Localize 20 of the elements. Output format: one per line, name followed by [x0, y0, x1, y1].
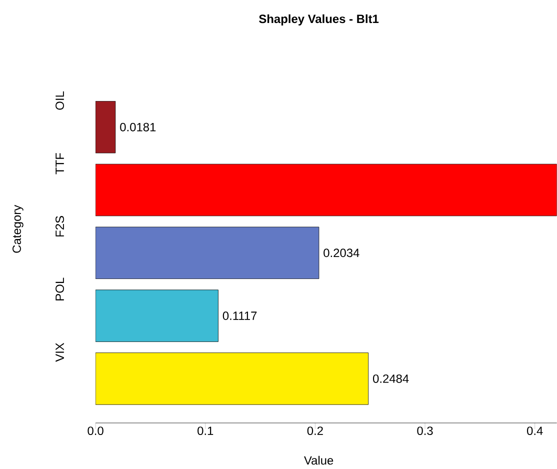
data-label: 0.2484	[373, 374, 409, 384]
x-tick-label: 0.4	[527, 426, 543, 436]
x-tick-label: 0.3	[417, 426, 433, 436]
data-label: 0.1117	[222, 312, 257, 320]
y-tick-label: VIX	[56, 343, 64, 362]
x-tick-label: 0.0	[88, 426, 104, 436]
y-tick-label: TTF	[56, 153, 64, 174]
bar	[96, 290, 218, 342]
y-tick-label: POL	[56, 278, 64, 300]
x-tick-label: 0.2	[307, 426, 323, 436]
data-label: 0.2034	[324, 248, 360, 258]
x-tick-label: 0.1	[198, 426, 214, 436]
y-axis-title: Category	[12, 205, 24, 253]
chart-title: Shapley Values - Blt1	[259, 14, 379, 26]
y-tick-label: F2S	[56, 216, 64, 237]
bar	[96, 101, 116, 154]
x-axis-title: Value	[304, 456, 334, 465]
data-label: 0.0181	[120, 123, 156, 132]
bar	[96, 352, 369, 405]
y-tick-label: OIL	[56, 92, 64, 110]
